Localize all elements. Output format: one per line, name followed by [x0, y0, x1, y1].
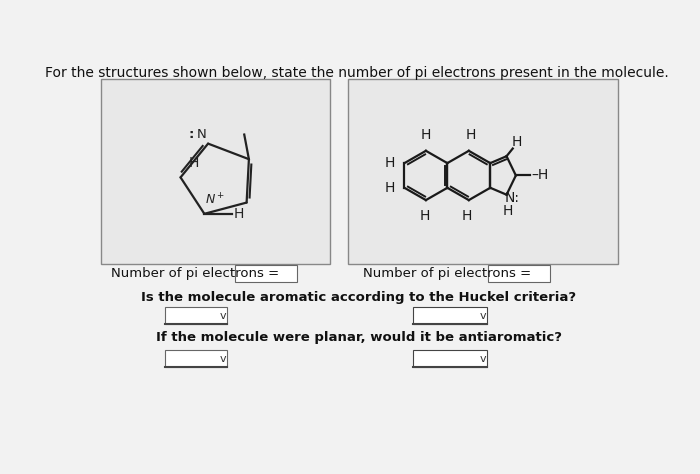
- Bar: [348, 79, 617, 264]
- Text: H: H: [234, 207, 244, 221]
- Bar: [234, 265, 297, 282]
- Bar: [165, 307, 227, 324]
- Text: Number of pi electrons =: Number of pi electrons =: [111, 267, 279, 280]
- Text: Is the molecule aromatic according to the Huckel criteria?: Is the molecule aromatic according to th…: [141, 291, 576, 304]
- Text: H: H: [189, 156, 199, 170]
- Text: $N^+$: $N^+$: [205, 192, 225, 208]
- Bar: [488, 265, 550, 282]
- Text: v: v: [220, 354, 226, 364]
- Text: –H: –H: [531, 168, 549, 182]
- Text: Number of pi electrons =: Number of pi electrons =: [363, 267, 531, 280]
- Text: If the molecule were planar, would it be antiaromatic?: If the molecule were planar, would it be…: [155, 331, 561, 344]
- Text: v: v: [480, 354, 486, 364]
- Text: H: H: [421, 128, 431, 142]
- Bar: [413, 307, 486, 324]
- Text: v: v: [480, 310, 486, 320]
- Text: $\mathbf{:}$N: $\mathbf{:}$N: [186, 128, 206, 140]
- Text: H: H: [419, 210, 430, 223]
- Text: N:: N:: [505, 191, 519, 205]
- Text: H: H: [462, 210, 472, 223]
- Text: v: v: [220, 310, 226, 320]
- Bar: [102, 79, 330, 264]
- Text: H: H: [385, 156, 395, 170]
- Text: H: H: [466, 128, 475, 142]
- Text: H: H: [503, 203, 513, 218]
- Text: H: H: [511, 135, 522, 148]
- Bar: [165, 350, 227, 367]
- Text: For the structures shown below, state the number of pi electrons present in the : For the structures shown below, state th…: [46, 66, 669, 80]
- Bar: [413, 350, 486, 367]
- Text: H: H: [385, 181, 395, 195]
